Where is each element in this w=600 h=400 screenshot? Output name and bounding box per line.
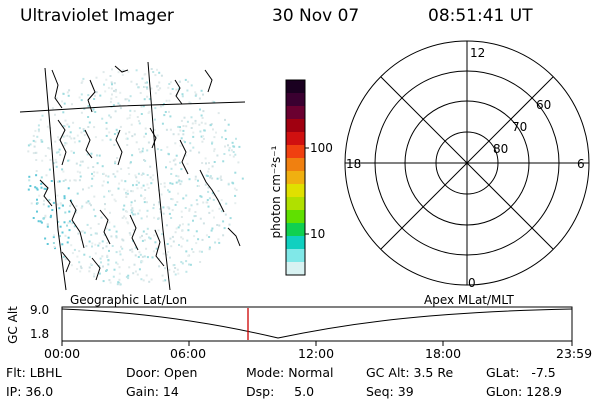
info-ip: IP: 36.0	[6, 384, 54, 399]
colorbar-band	[286, 249, 305, 263]
mlt-label-6: 6	[577, 157, 585, 171]
apex-mlat-title: Apex MLat/MLT	[424, 293, 514, 307]
info-door: Door: Open	[126, 365, 198, 380]
colorbar-band	[286, 158, 305, 172]
mlt-label-12: 12	[470, 46, 486, 60]
info-filter: Flt: LBHL	[6, 365, 62, 380]
colorbar-band	[286, 106, 305, 120]
colorbar-tick-100: 100	[310, 141, 333, 155]
info-glat: GLat: -7.5	[486, 365, 556, 380]
colorbar-band	[286, 171, 305, 185]
colorbar-tick-10: 10	[310, 227, 326, 241]
lat-label-80: 80	[493, 142, 509, 156]
info-dsp: Dsp: 5.0	[246, 384, 315, 399]
x-tick-0600: 06:00	[170, 346, 207, 361]
coastlines	[39, 65, 241, 281]
colorbar-band	[286, 145, 305, 159]
colorbar-band	[286, 210, 305, 224]
x-tick-2359: 23:59	[556, 346, 593, 361]
info-seq: Seq: 39	[366, 384, 414, 399]
x-tick-1800: 18:00	[425, 346, 462, 361]
geo-grid	[19, 61, 246, 291]
mlt-label-0: 0	[468, 276, 476, 290]
colorbar-unit-label: photon cm⁻²s⁻¹	[269, 145, 283, 239]
info-mode: Mode: Normal	[246, 365, 334, 380]
colorbar-band	[286, 119, 305, 133]
gc-alt-axis-title: GC Alt	[5, 306, 20, 344]
lat-label-60: 60	[536, 98, 552, 112]
info-gc-alt: GC Alt: 3.5 Re	[366, 365, 454, 380]
info-gain: Gain: 14	[126, 384, 179, 399]
y-tick-9: 9.0	[30, 303, 50, 317]
auroral-image	[19, 61, 246, 291]
y-tick-1-8: 1.8	[30, 327, 50, 341]
time-label: 08:51:41 UT	[428, 6, 533, 26]
x-tick-1200: 12:00	[298, 346, 335, 361]
colorbar	[285, 79, 309, 276]
colorbar-band	[286, 262, 305, 276]
geo-latlon-title: Geographic Lat/Lon	[70, 293, 188, 307]
colorbar-band	[286, 223, 305, 237]
instrument-title: Ultraviolet Imager	[20, 6, 174, 26]
altitude-timeline	[61, 306, 573, 346]
x-tick-0000: 00:00	[44, 346, 81, 361]
colorbar-band	[286, 197, 305, 211]
lat-label-70: 70	[512, 120, 528, 134]
colorbar-band	[286, 184, 305, 198]
mlt-label-18: 18	[346, 157, 362, 171]
colorbar-band	[286, 236, 305, 250]
colorbar-band	[286, 132, 305, 146]
colorbar-band	[286, 93, 305, 107]
date-label: 30 Nov 07	[272, 6, 360, 26]
polar-grid	[344, 40, 590, 286]
info-glon: GLon: 128.9	[486, 384, 562, 399]
colorbar-band	[286, 80, 305, 94]
